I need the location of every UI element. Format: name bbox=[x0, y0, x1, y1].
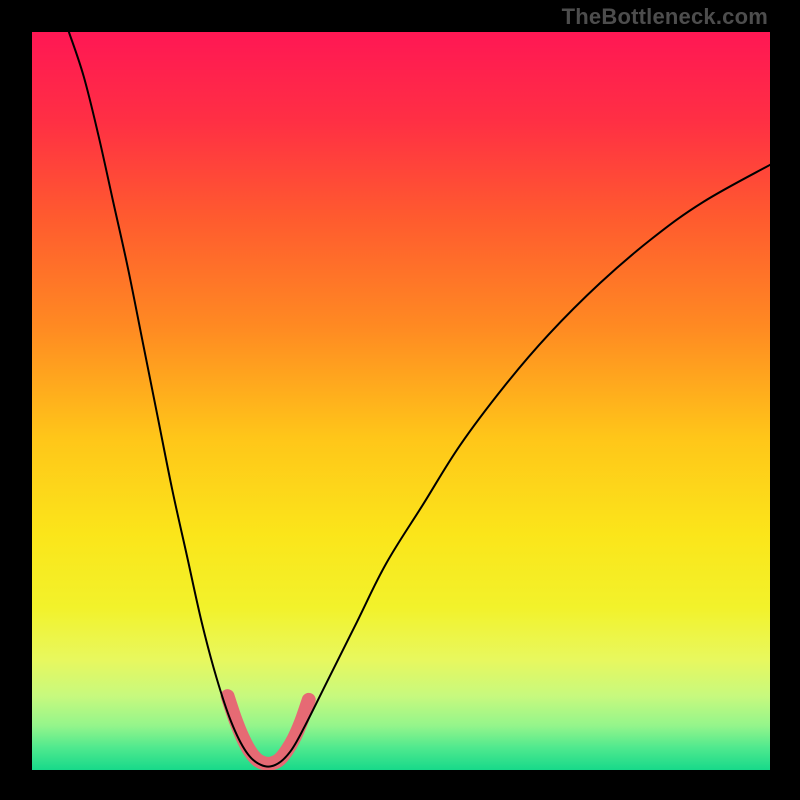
plot-area bbox=[32, 32, 770, 770]
gradient-background bbox=[32, 32, 770, 770]
bottleneck-chart-svg bbox=[32, 32, 770, 770]
chart-frame: TheBottleneck.com bbox=[0, 0, 800, 800]
watermark-text: TheBottleneck.com bbox=[562, 4, 768, 30]
